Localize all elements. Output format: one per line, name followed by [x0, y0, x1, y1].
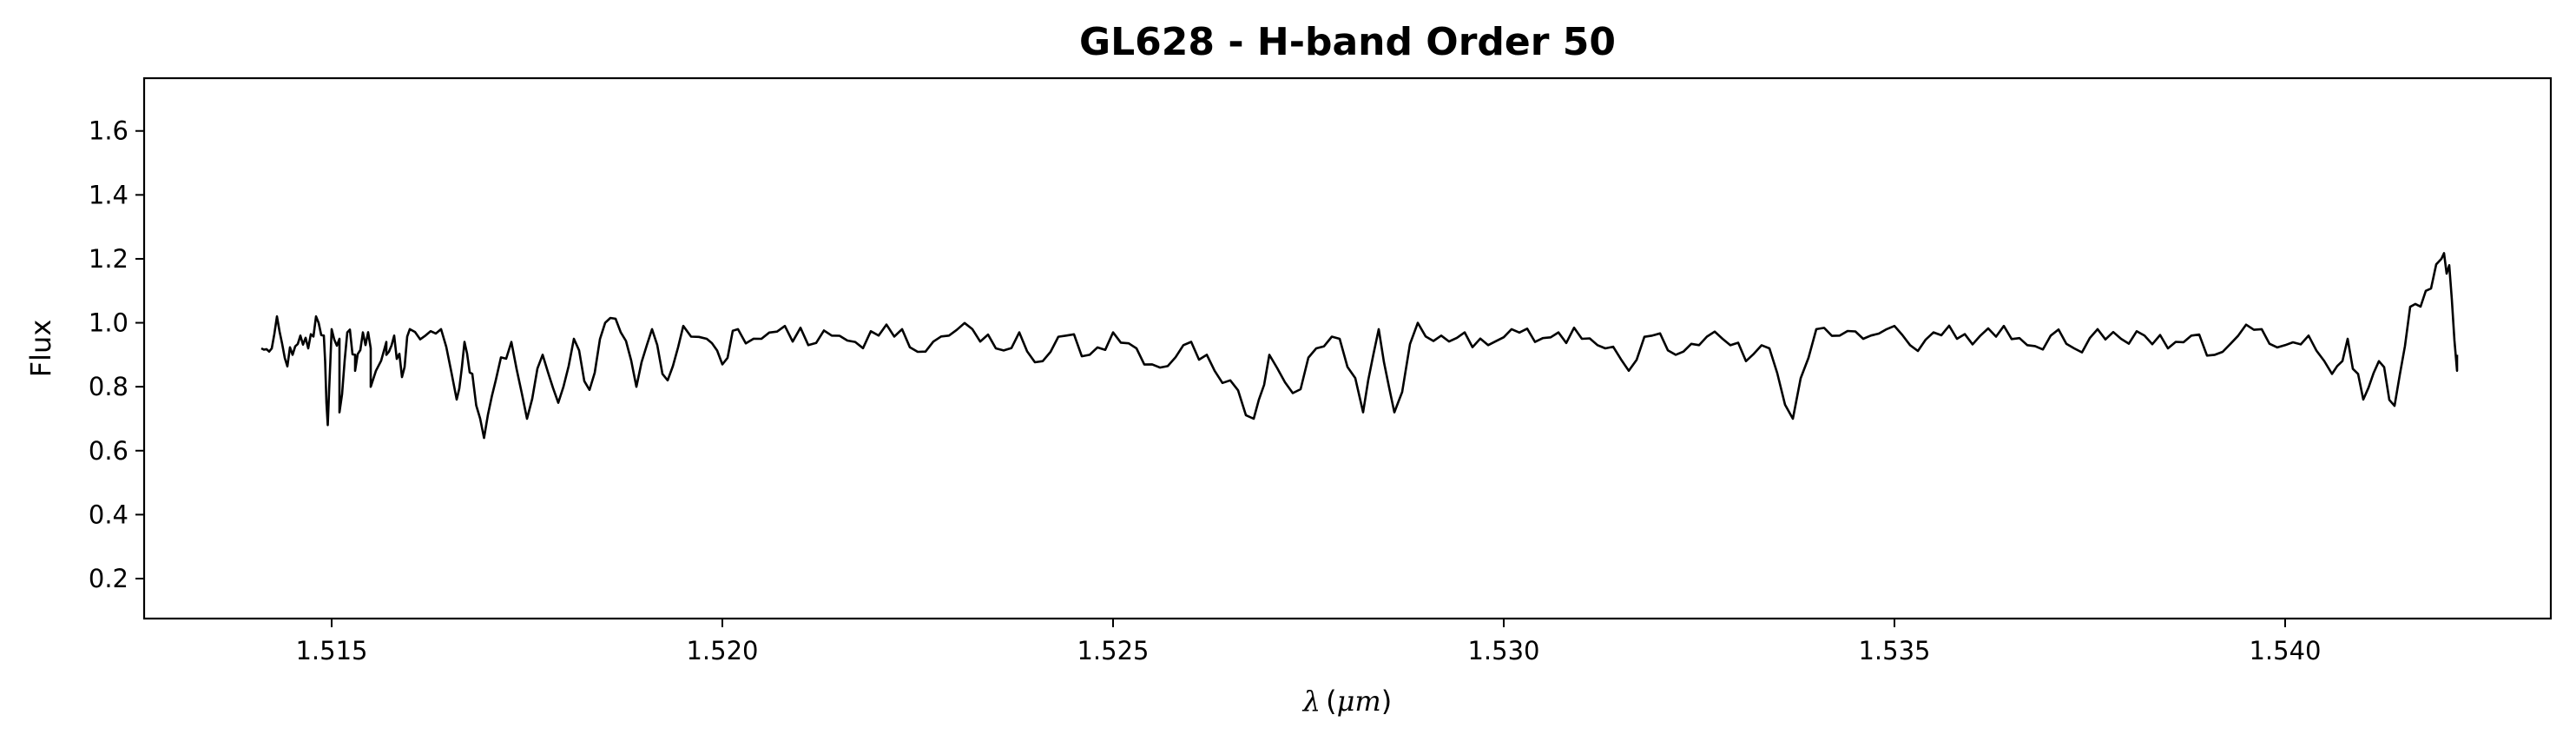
x-tick-label: 1.520: [686, 636, 758, 665]
x-axis-ticks: 1.515 1.520 1.525 1.530 1.535 1.540: [295, 619, 2322, 665]
x-axis-label-symbol: λ: [1301, 685, 1321, 718]
x-axis-label: λ (μm): [1301, 685, 1392, 718]
y-tick-label: 1.2: [89, 244, 128, 274]
y-axis-ticks: 0.2 0.4 0.6 0.8 1.0 1.2 1.4 1.6: [89, 116, 144, 593]
x-tick-label: 1.540: [2249, 636, 2321, 665]
y-tick-label: 0.2: [89, 564, 128, 593]
y-tick-label: 0.4: [89, 500, 128, 529]
y-tick-label: 0.8: [89, 372, 128, 401]
x-tick-label: 1.525: [1077, 636, 1149, 665]
x-tick-label: 1.515: [295, 636, 367, 665]
y-tick-label: 1.0: [89, 308, 128, 338]
x-axis-label-unit: μm: [1337, 685, 1381, 718]
y-axis-label: Flux: [24, 320, 57, 378]
x-tick-label: 1.530: [1467, 636, 1539, 665]
y-tick-label: 1.4: [89, 180, 128, 209]
x-tick-label: 1.535: [1858, 636, 1930, 665]
y-tick-label: 0.6: [89, 436, 128, 466]
spectrum-line: [260, 252, 2459, 440]
chart-title: GL628 - H-band Order 50: [1079, 20, 1616, 64]
plot-frame: [142, 76, 2553, 620]
y-tick-label: 1.6: [89, 116, 128, 146]
